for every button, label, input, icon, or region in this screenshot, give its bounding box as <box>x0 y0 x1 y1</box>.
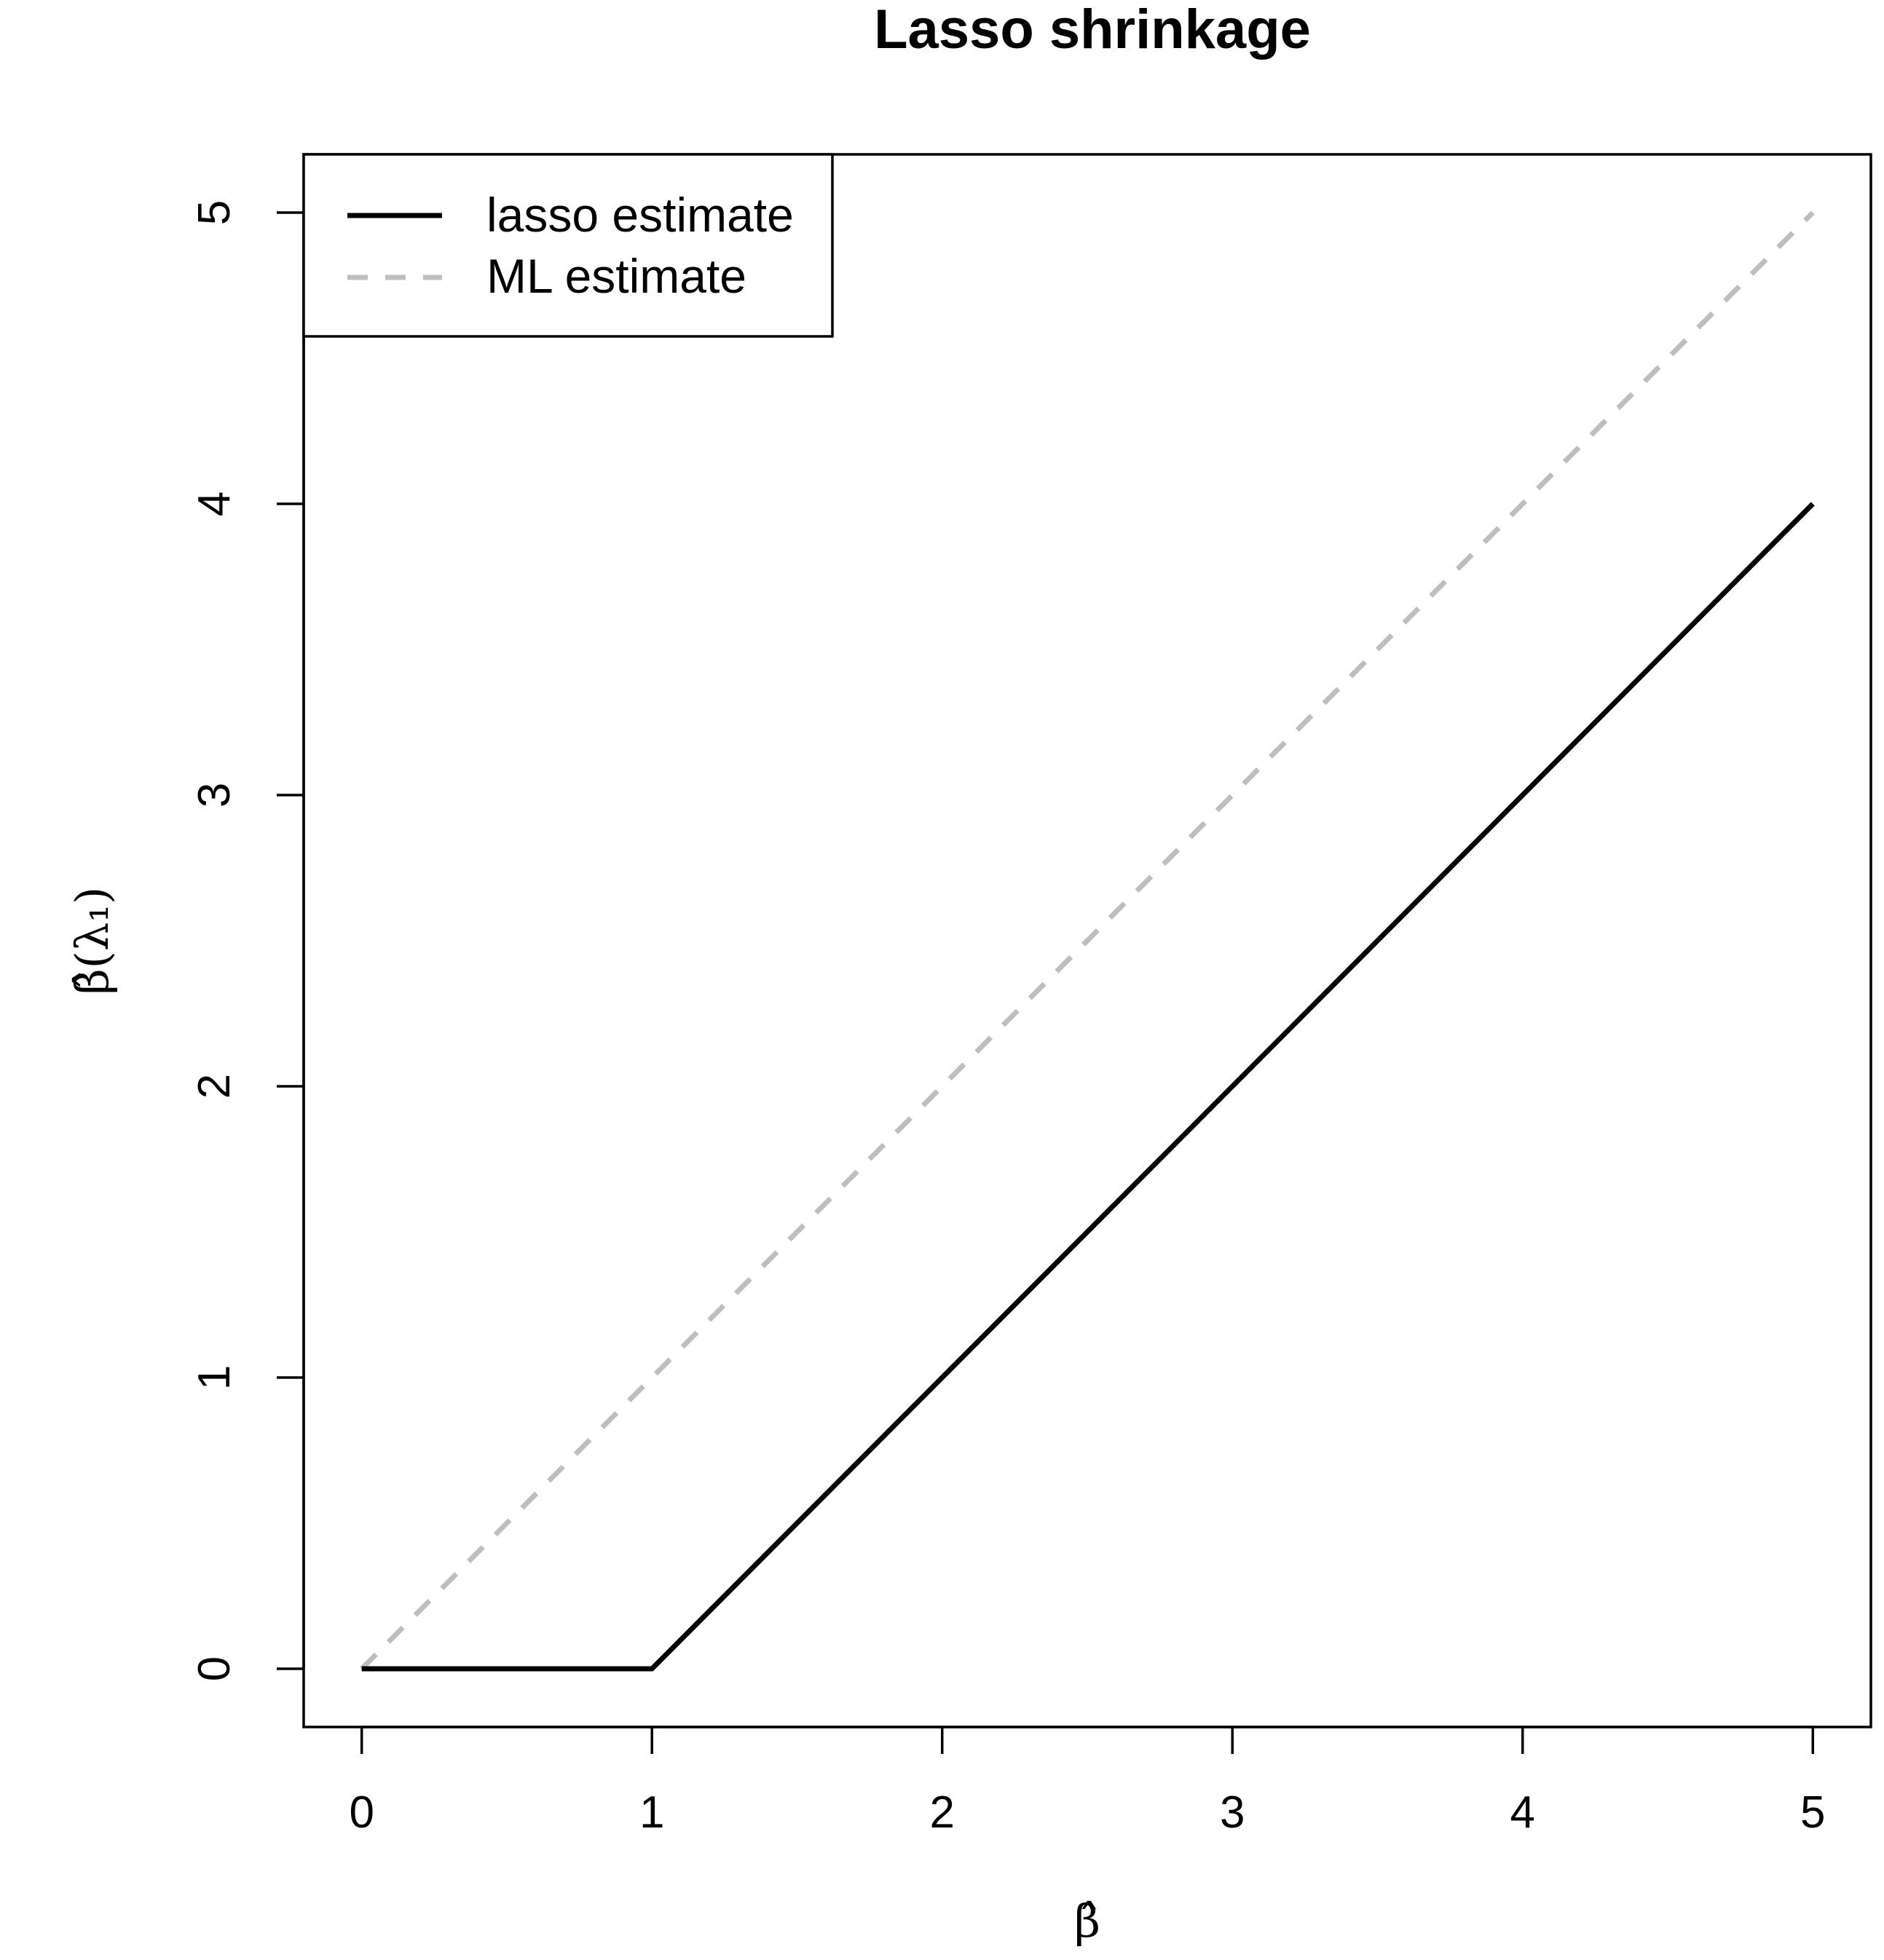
chart-title: Lasso shrinkage <box>874 0 1311 60</box>
x-axis-label: β̂ <box>1074 1894 1100 1948</box>
y-tick-label: 3 <box>189 783 240 807</box>
x-tick-label: 3 <box>1220 1787 1245 1838</box>
y-axis: 0 1 2 3 4 5 <box>189 200 305 1681</box>
y-axis-label: β̂(λ₁) <box>66 887 119 995</box>
x-tick-label: 0 <box>349 1787 374 1838</box>
series-line-lasso-estimate <box>361 502 1815 1672</box>
y-tick-label: 2 <box>189 1074 240 1099</box>
y-tick-label: 4 <box>189 491 240 516</box>
y-tick-label: 5 <box>189 200 240 225</box>
legend: lasso estimate ML estimate <box>302 153 834 338</box>
legend-box <box>302 153 834 338</box>
x-tick-label: 4 <box>1510 1787 1535 1838</box>
x-tick-label: 1 <box>639 1787 664 1838</box>
y-tick-label: 1 <box>189 1365 240 1390</box>
legend-label-ml: ML estimate <box>486 249 746 303</box>
y-tick-label: 0 <box>189 1656 240 1681</box>
series-layer <box>360 210 1815 1672</box>
legend-label-lasso: lasso estimate <box>486 188 794 242</box>
series-line-ml-estimate <box>360 210 1815 1671</box>
x-tick-label: 5 <box>1800 1787 1825 1838</box>
x-axis: 0 1 2 3 4 5 <box>349 1726 1826 1838</box>
x-tick-label: 2 <box>929 1787 954 1838</box>
